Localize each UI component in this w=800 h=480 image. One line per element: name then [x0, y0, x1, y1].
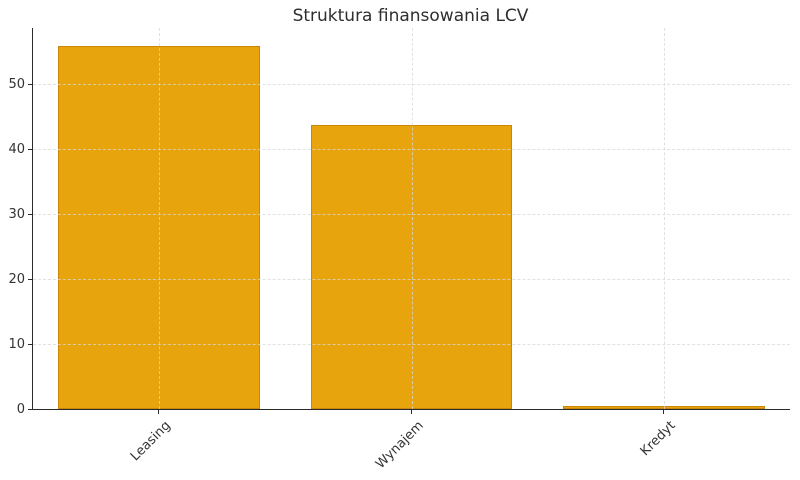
x-tick-label-wynajem: Wynajem: [372, 418, 427, 472]
y-tick-mark-30: [28, 213, 32, 216]
x-tick-mark-kredyt: [662, 410, 665, 414]
bar-kredyt: [562, 405, 765, 409]
v-gridline-leasing: [159, 28, 161, 409]
x-tick-mark-wynajem: [410, 410, 412, 414]
x-tick-label-kredyt: Kredyt: [637, 418, 679, 460]
y-tick-mark-20: [28, 278, 32, 281]
y-tick-mark-10: [28, 343, 32, 346]
y-tick-mark-40: [28, 148, 32, 151]
x-tick-mark-leasing: [158, 410, 160, 414]
y-tick-label-20: 20: [8, 271, 25, 287]
v-gridline-wynajem: [411, 28, 413, 409]
y-tick-mark-0: [28, 409, 32, 411]
y-tick-label-0: 0: [16, 402, 25, 417]
plot-area: [32, 28, 790, 410]
y-tick-mark-50: [28, 83, 32, 86]
y-tick-label-50: 50: [8, 76, 25, 92]
y-tick-label-10: 10: [8, 336, 25, 352]
bar-leasing: [58, 46, 261, 409]
chart-title: Struktura finansowania LCV: [292, 6, 529, 26]
v-gridline-kredyt: [663, 28, 665, 409]
bar-wynajem: [310, 124, 513, 409]
y-tick-label-30: 30: [8, 206, 25, 222]
y-tick-label-40: 40: [8, 141, 25, 157]
x-tick-label-leasing: Leasing: [128, 418, 175, 465]
